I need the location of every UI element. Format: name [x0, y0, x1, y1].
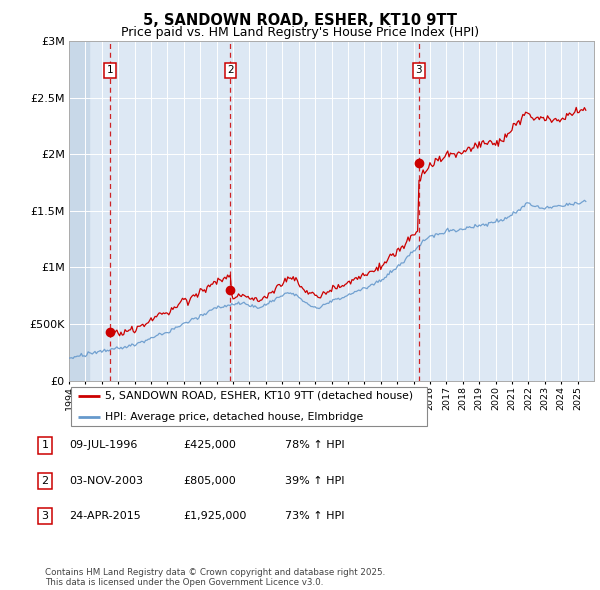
- Text: HPI: Average price, detached house, Elmbridge: HPI: Average price, detached house, Elmb…: [105, 412, 363, 422]
- Text: 09-JUL-1996: 09-JUL-1996: [69, 441, 137, 450]
- Text: 2: 2: [41, 476, 49, 486]
- Text: 5, SANDOWN ROAD, ESHER, KT10 9TT (detached house): 5, SANDOWN ROAD, ESHER, KT10 9TT (detach…: [105, 391, 413, 401]
- Text: 3: 3: [415, 65, 422, 75]
- Text: Price paid vs. HM Land Registry's House Price Index (HPI): Price paid vs. HM Land Registry's House …: [121, 26, 479, 39]
- Text: 39% ↑ HPI: 39% ↑ HPI: [285, 476, 344, 486]
- Text: 73% ↑ HPI: 73% ↑ HPI: [285, 512, 344, 521]
- Text: 2: 2: [227, 65, 234, 75]
- Text: 03-NOV-2003: 03-NOV-2003: [69, 476, 143, 486]
- Text: 78% ↑ HPI: 78% ↑ HPI: [285, 441, 344, 450]
- Text: 1: 1: [41, 441, 49, 450]
- Text: £425,000: £425,000: [183, 441, 236, 450]
- Text: £1,925,000: £1,925,000: [183, 512, 247, 521]
- Bar: [69, 41, 91, 381]
- FancyBboxPatch shape: [71, 388, 427, 425]
- Text: Contains HM Land Registry data © Crown copyright and database right 2025.
This d: Contains HM Land Registry data © Crown c…: [45, 568, 385, 587]
- Text: 5, SANDOWN ROAD, ESHER, KT10 9TT: 5, SANDOWN ROAD, ESHER, KT10 9TT: [143, 13, 457, 28]
- Text: 24-APR-2015: 24-APR-2015: [69, 512, 141, 521]
- Text: £805,000: £805,000: [183, 476, 236, 486]
- Text: 1: 1: [107, 65, 113, 75]
- Text: 3: 3: [41, 512, 49, 521]
